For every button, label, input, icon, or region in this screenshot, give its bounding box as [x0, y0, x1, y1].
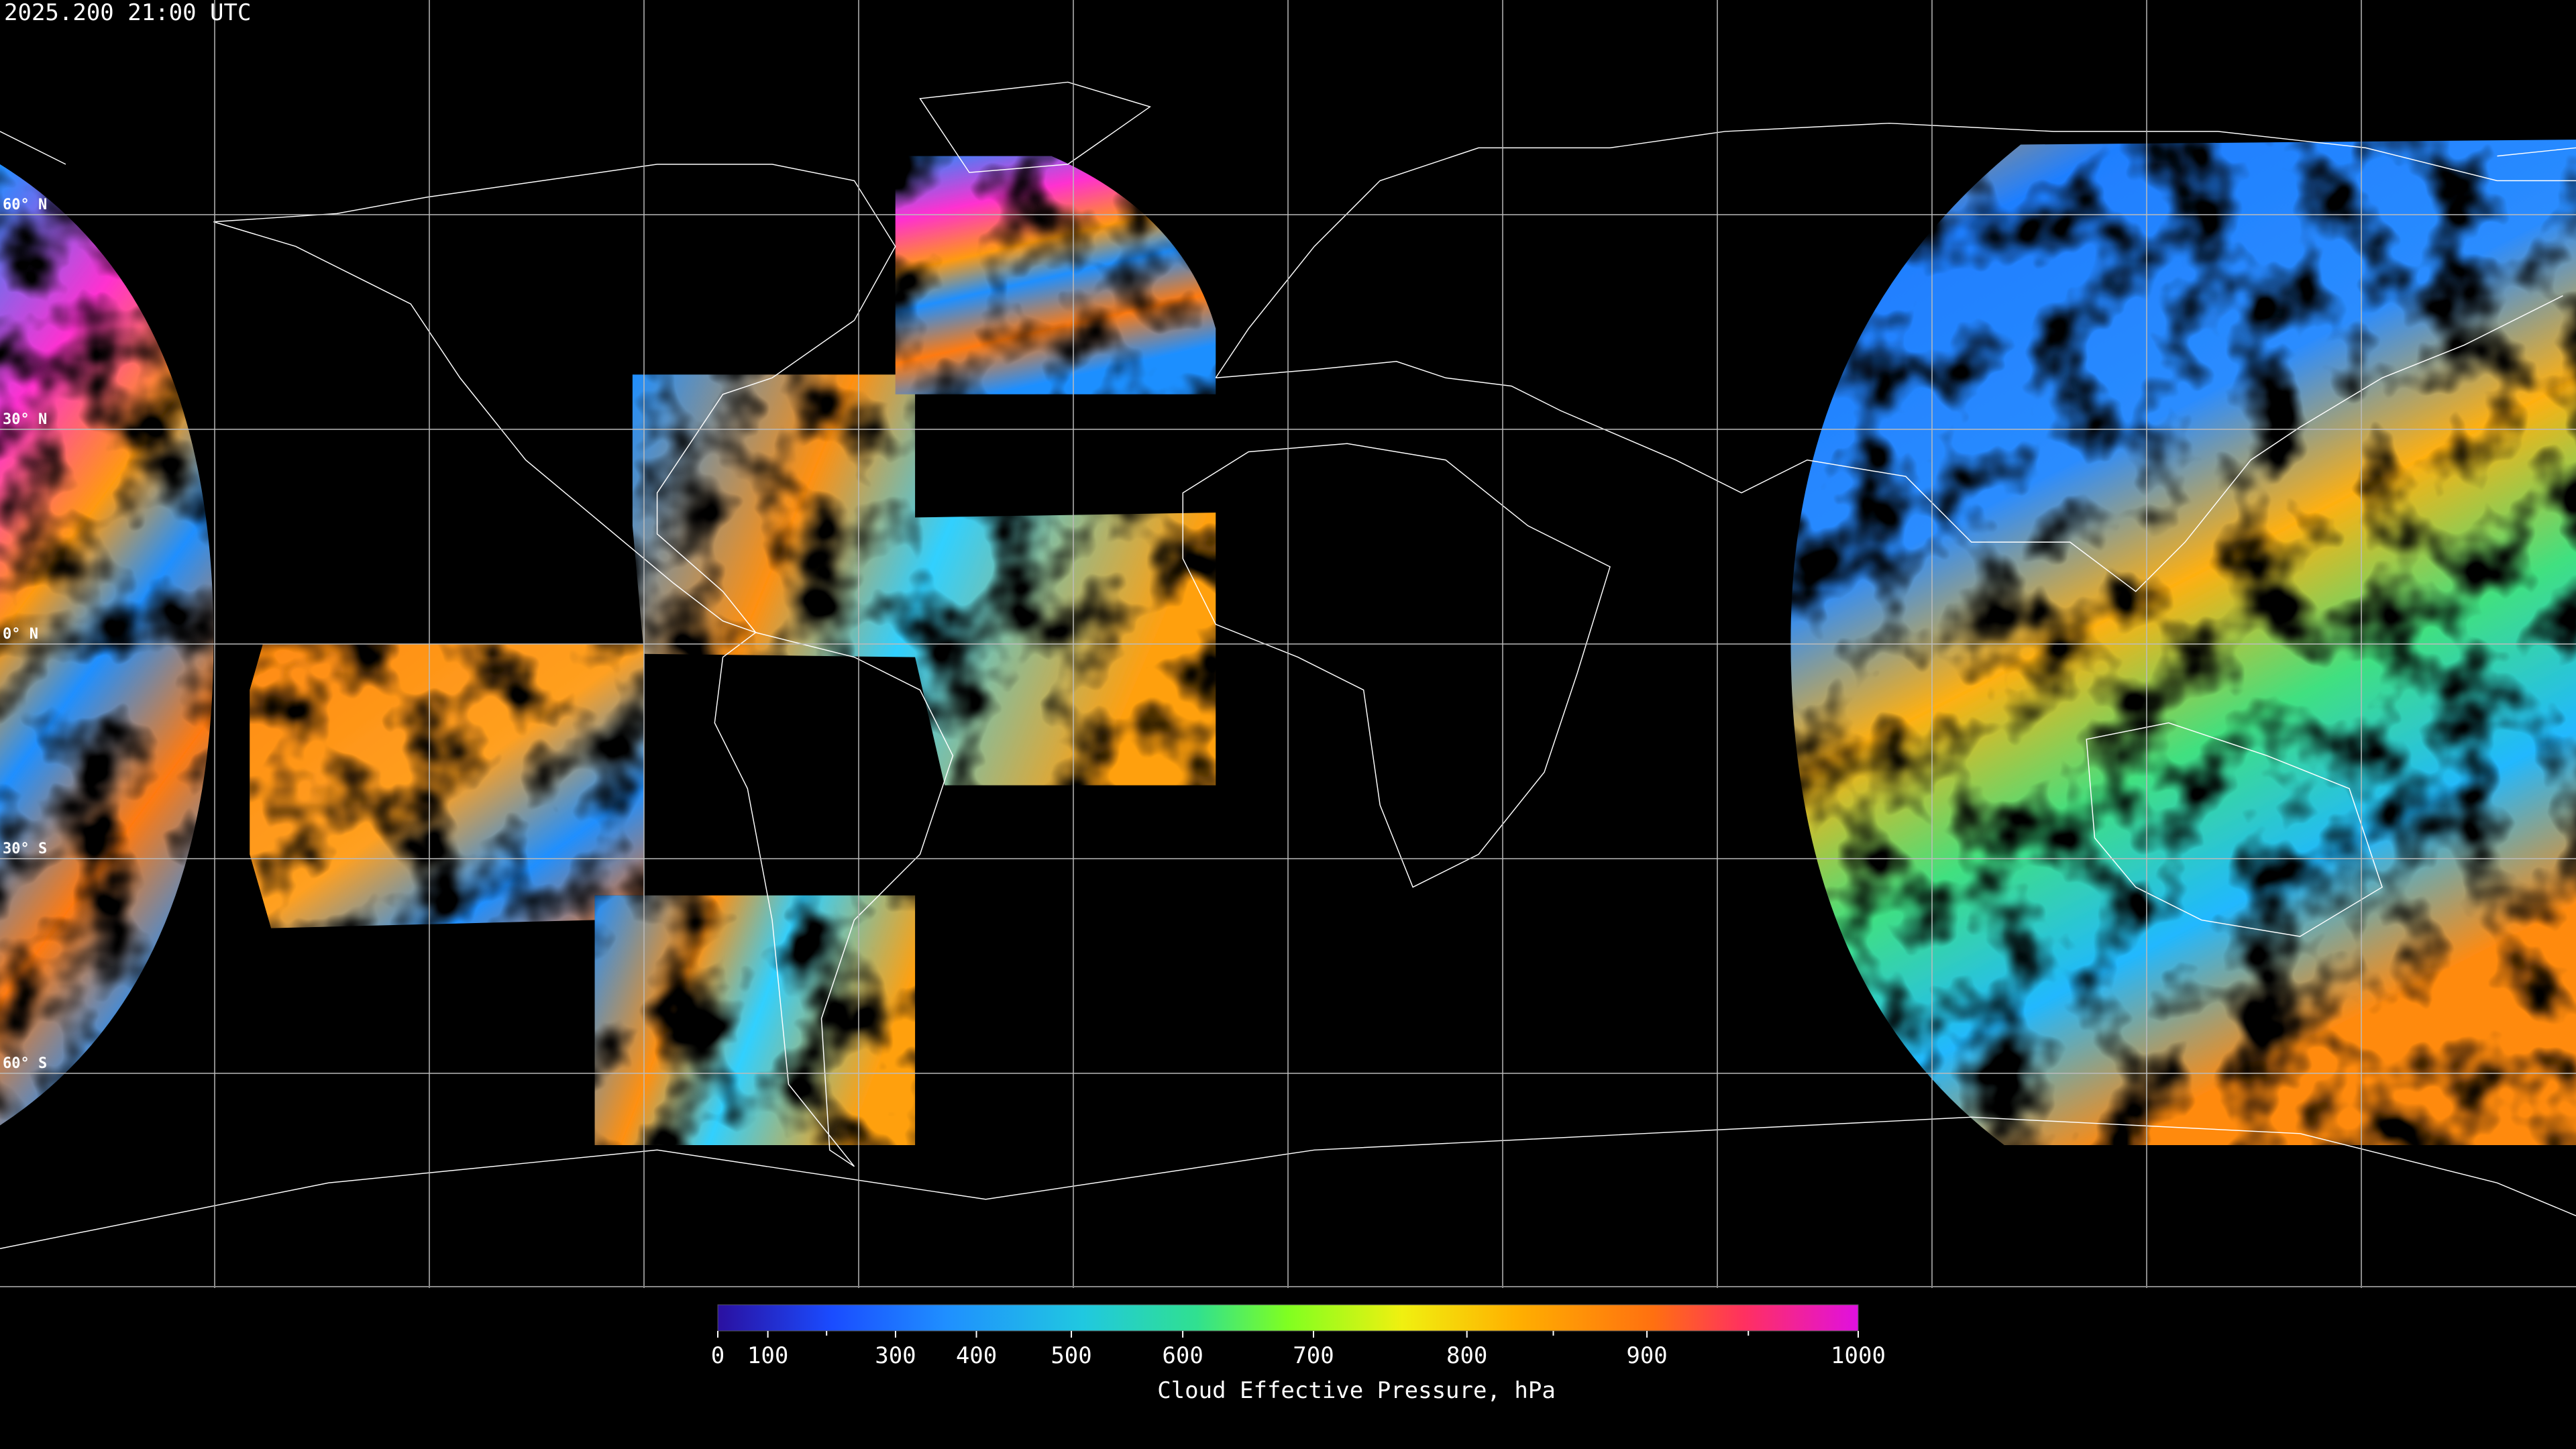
cloud-patch [250, 644, 645, 928]
colorbar-tick-label: 700 [1293, 1342, 1334, 1369]
colorbar-tick-label: 800 [1446, 1342, 1487, 1369]
lat-label: 60° S [3, 1055, 47, 1072]
cloud-patch [1790, 140, 2576, 1145]
graticule: 60° N 30° N 0° N 30° S 60° S [0, 0, 2576, 1288]
timestamp: 2025.200 21:00 UTC [4, 0, 251, 26]
colorbar: Cloud Effective Pressure, hPa 0 100 300 400… [711, 1304, 1886, 1404]
lat-label: 30° N [3, 411, 47, 428]
colorbar-tick-label: 300 [875, 1342, 916, 1369]
cloud-patch [632, 374, 1216, 786]
colorbar-tick-label: 0 [711, 1342, 724, 1369]
cloud-patch [0, 164, 214, 1126]
coastlines [0, 81, 2576, 1249]
coastline [0, 1116, 2576, 1249]
coastline [2086, 722, 2383, 937]
colorbar-ramp [717, 1304, 1859, 1332]
colorbar-tick-label: 400 [956, 1342, 997, 1369]
lat-label: 0° N [3, 626, 38, 643]
cloud-patch [594, 895, 916, 1145]
colorbar-tick-label: 500 [1051, 1342, 1091, 1369]
colorbar-tick-label: 1000 [1831, 1342, 1886, 1369]
lat-label: 30° S [3, 841, 47, 857]
colorbar-title: Cloud Effective Pressure, hPa [1157, 1377, 1556, 1404]
coastline [714, 632, 954, 1167]
colorbar-tick-label: 900 [1626, 1342, 1667, 1369]
coastline [1215, 122, 2576, 592]
coastline [1182, 443, 1611, 888]
cloud-layer [0, 140, 2576, 1145]
coastline [0, 131, 2576, 165]
coastline [919, 81, 1151, 173]
colorbar-tick-label: 600 [1162, 1342, 1203, 1369]
colorbar-tick-label: 100 [747, 1342, 788, 1369]
coastline [213, 164, 896, 634]
lat-label: 60° N [3, 197, 47, 213]
cloud-patch [895, 156, 1216, 394]
